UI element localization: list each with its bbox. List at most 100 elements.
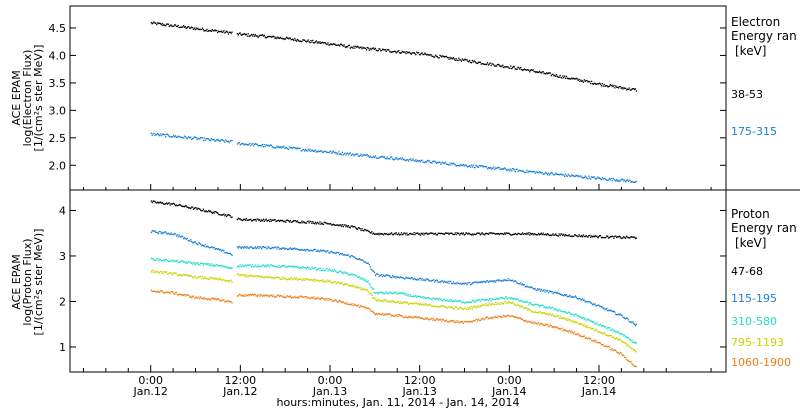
proton-point-3-469 [575,321,577,323]
electron-point-0-221 [353,45,355,47]
proton-point-1-483 [588,301,590,303]
proton-point-4-491 [595,339,597,342]
electron-point-1-241 [371,156,373,159]
proton-point-0-4 [154,200,156,203]
proton-point-1-404 [517,282,519,285]
proton-point-4-29 [176,293,178,296]
proton-point-2-138 [278,266,281,268]
proton-point-3-468 [574,321,577,323]
electron-point-0-394 [508,67,510,69]
proton-point-4-226 [357,304,360,306]
proton-point-3-150 [289,278,291,280]
proton-point-2-448 [556,310,559,312]
electron-point-0-299 [423,53,425,56]
proton-point-4-364 [481,318,483,320]
electron-point-0-348 [467,60,469,62]
proton-point-4-526 [626,359,629,361]
proton-point-3-335 [455,306,457,308]
proton-point-3-329 [450,307,452,309]
proton-point-4-151 [290,297,292,299]
electron-point-1-15 [164,134,166,136]
proton-point-3-390 [504,300,507,303]
proton-point-4-185 [321,297,323,299]
proton-point-3-325 [446,307,448,309]
proton-point-1-121 [263,246,265,249]
proton-point-1-64 [208,246,210,248]
proton-point-3-505 [607,335,610,337]
proton-point-4-349 [468,320,470,323]
electron-point-1-178 [314,149,317,151]
electron-point-0-379 [495,65,497,67]
proton-point-3-420 [531,310,533,313]
proton-point-4-57 [201,297,204,300]
electron-point-0-508 [610,85,612,87]
proton-point-0-111 [254,218,256,221]
electron-point-1-22 [170,136,172,138]
proton-point-2-480 [585,319,587,322]
proton-point-2-469 [575,313,577,316]
proton-point-2-271 [398,292,400,295]
proton-point-0-270 [397,234,399,236]
proton-point-1-323 [444,281,447,283]
proton-point-2-175 [312,267,314,269]
proton-point-0-195 [330,223,332,225]
proton-point-4-302 [425,318,428,320]
electron-point-0-131 [272,35,274,37]
proton-point-3-411 [523,307,525,309]
proton-point-1-194 [329,252,331,254]
proton-point-0-486 [590,235,593,237]
proton-point-2-229 [360,277,362,279]
proton-point-2-402 [515,298,517,301]
proton-point-1-156 [295,248,297,250]
proton-point-4-149 [288,296,291,298]
proton-point-4-370 [486,316,489,318]
electron-point-0-321 [443,55,445,58]
proton-point-1-217 [349,256,351,258]
electron-point-1-113 [256,143,258,145]
electron-point-1-367 [484,166,486,168]
proton-point-3-339 [459,306,461,308]
proton-point-2-391 [505,296,507,298]
proton-point-3-81 [223,279,225,281]
proton-point-2-228 [359,278,361,280]
proton-point-0-166 [304,222,306,224]
proton-point-1-190 [325,251,327,253]
proton-point-2-511 [613,331,615,333]
proton-point-1-345 [464,282,466,284]
electron-point-1-126 [268,144,270,146]
proton-point-1-438 [547,292,550,294]
electron-point-1-29 [176,136,178,138]
proton-point-1-515 [616,313,619,316]
proton-point-1-510 [612,310,614,313]
electron-point-0-210 [343,44,345,46]
proton-point-2-461 [568,311,570,313]
proton-point-1-171 [308,250,310,252]
proton-point-3-172 [309,278,311,281]
electron-point-1-156 [295,147,297,149]
proton-point-0-88 [229,215,231,217]
proton-point-2-509 [611,328,613,330]
proton-point-1-193 [328,252,330,254]
proton-point-1-258 [386,274,388,277]
electron-point-0-36 [183,25,185,27]
proton-point-2-318 [440,298,442,300]
proton-point-0-149 [288,221,291,223]
proton-point-1-416 [528,286,530,288]
proton-point-4-270 [397,315,399,318]
proton-point-0-146 [286,219,288,221]
proton-point-1-504 [607,310,609,312]
electron-point-0-259 [387,49,389,51]
proton-point-3-14 [163,271,165,273]
proton-y-label: ACE EPAM log(Proton Flux) [1/(cm²s ster … [10,229,45,336]
electron-point-0-406 [519,68,521,70]
proton-point-1-235 [365,262,368,264]
electron-point-0-466 [573,77,575,79]
proton-point-4-16 [165,291,167,294]
electron-point-1-272 [399,157,401,160]
electron-point-0-123 [265,37,267,39]
proton-point-2-349 [468,301,470,303]
proton-point-4-52 [197,297,199,299]
proton-point-4-280 [406,316,408,319]
proton-point-3-513 [615,338,617,340]
proton-point-2-393 [507,297,509,299]
